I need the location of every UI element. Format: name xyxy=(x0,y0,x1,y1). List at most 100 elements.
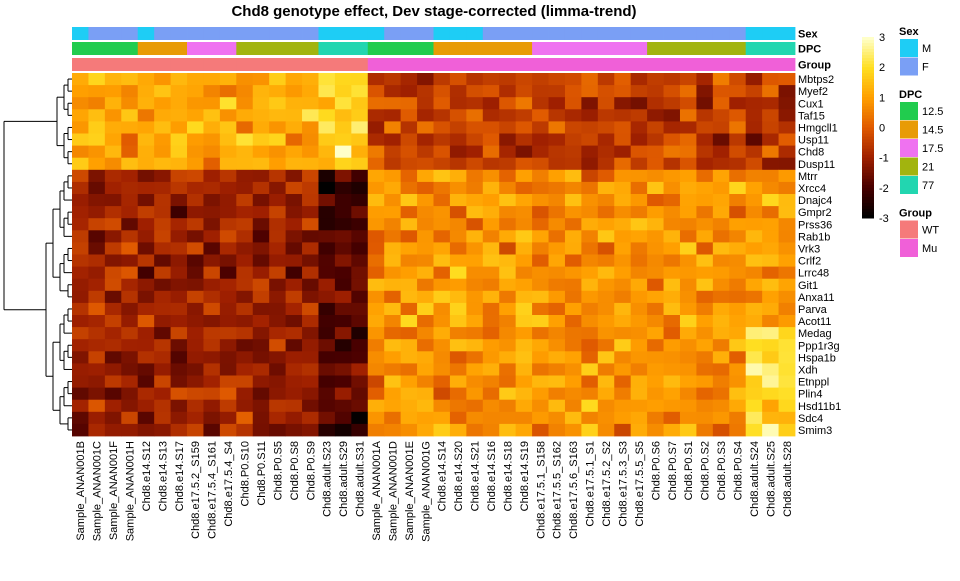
annotation-cell-sex xyxy=(745,27,763,40)
color-key-tick: 0 xyxy=(879,123,885,135)
heatmap-cell xyxy=(647,266,664,280)
color-key-tick: 2 xyxy=(879,62,885,74)
heatmap-cell xyxy=(203,375,221,388)
heatmap-cell xyxy=(532,302,549,316)
heatmap-cell xyxy=(449,375,467,388)
heatmap-cell xyxy=(564,266,582,280)
heatmap-cell xyxy=(712,194,730,207)
annotation-cell-dpc xyxy=(203,42,221,55)
annotation-cell-dpc xyxy=(236,42,254,55)
heatmap-cell xyxy=(334,339,352,352)
color-key-segment xyxy=(862,166,874,171)
heatmap-cell xyxy=(482,327,500,340)
heatmap-cell xyxy=(499,73,517,86)
heatmap-cell xyxy=(564,169,582,183)
heatmap-cell xyxy=(778,278,796,292)
heatmap-cell xyxy=(564,411,582,425)
heatmap-cell xyxy=(400,121,418,134)
heatmap-cell xyxy=(663,339,681,352)
heatmap-cell xyxy=(630,194,648,207)
heatmap-cell xyxy=(203,327,221,340)
color-key-segment xyxy=(862,97,874,101)
heatmap-cell xyxy=(499,230,517,243)
heatmap-cell xyxy=(564,315,582,328)
heatmap-cell xyxy=(499,423,517,437)
heatmap-cell xyxy=(137,363,155,376)
annotation-cell-sex xyxy=(285,27,303,40)
heatmap-cell xyxy=(778,423,796,437)
heatmap-cell xyxy=(548,145,566,159)
heatmap-cell xyxy=(88,145,106,159)
annotation-cell-group xyxy=(367,58,385,71)
heatmap-cell xyxy=(88,423,106,437)
heatmap-cell xyxy=(564,109,582,122)
heatmap-cell xyxy=(564,351,582,364)
heatmap-cell xyxy=(72,73,89,86)
heatmap-cell xyxy=(137,218,155,231)
heatmap-cell xyxy=(466,363,484,376)
heatmap-cell xyxy=(318,266,336,280)
heatmap-cell xyxy=(433,290,451,304)
heatmap-cell xyxy=(302,169,319,183)
gene-label: Hspa1b xyxy=(798,352,836,364)
heatmap-cell xyxy=(252,387,270,401)
annotation-cell-group xyxy=(614,58,632,71)
gene-label: Medag xyxy=(798,328,832,340)
heatmap-cell xyxy=(564,181,582,195)
heatmap-cell xyxy=(236,351,254,364)
heatmap-cell xyxy=(121,351,139,364)
heatmap-cell xyxy=(679,302,697,316)
heatmap-cell xyxy=(219,169,237,183)
heatmap-cell xyxy=(269,181,287,195)
color-key-segment xyxy=(862,142,874,147)
heatmap-cell xyxy=(334,363,352,376)
heatmap-cell xyxy=(433,387,451,401)
heatmap-cell xyxy=(466,351,484,364)
heatmap-cell xyxy=(121,206,139,219)
heatmap-cell xyxy=(252,254,270,267)
heatmap-cell xyxy=(154,387,171,401)
heatmap-cell xyxy=(679,278,697,292)
heatmap-cell xyxy=(334,157,352,171)
heatmap-cell xyxy=(88,302,106,316)
heatmap-cell xyxy=(679,109,697,122)
heatmap-cell xyxy=(187,254,204,267)
heatmap-cell xyxy=(302,218,319,231)
heatmap-cell xyxy=(236,339,254,352)
heatmap-cell xyxy=(302,109,319,122)
heatmap-cell xyxy=(170,133,188,146)
heatmap-cell xyxy=(367,375,385,388)
heatmap-cell xyxy=(696,302,714,316)
heatmap-cell xyxy=(482,85,500,98)
heatmap-cell xyxy=(367,315,385,328)
legend-title-group: Group xyxy=(899,208,932,220)
color-key-tick: 1 xyxy=(879,92,885,104)
heatmap-cell xyxy=(449,327,467,340)
heatmap-cell xyxy=(219,97,237,110)
heatmap-cell xyxy=(236,133,254,146)
heatmap-cell xyxy=(72,423,89,437)
heatmap-cell xyxy=(400,278,418,292)
heatmap-cell xyxy=(433,97,451,110)
heatmap-cell xyxy=(154,145,171,159)
heatmap-cell xyxy=(285,145,303,159)
column-annotations xyxy=(72,27,796,71)
heatmap-cell xyxy=(614,423,632,437)
heatmap-cell xyxy=(597,278,615,292)
legend-swatch xyxy=(900,120,918,139)
heatmap-cell xyxy=(318,315,336,328)
heatmap-cell xyxy=(269,230,287,243)
gene-label: Usp11 xyxy=(798,135,829,147)
color-key-segment xyxy=(862,202,874,207)
heatmap-cell xyxy=(121,242,139,255)
heatmap-cell xyxy=(170,169,188,183)
heatmap-cell xyxy=(696,411,714,425)
heatmap-cell xyxy=(532,351,549,364)
annotation-cell-group xyxy=(482,58,500,71)
color-key-segment xyxy=(862,76,874,80)
heatmap-cell xyxy=(564,230,582,243)
heatmap-cell xyxy=(236,242,254,255)
heatmap-cell xyxy=(466,254,484,267)
heatmap-cell xyxy=(630,302,648,316)
heatmap-cell xyxy=(187,242,204,255)
